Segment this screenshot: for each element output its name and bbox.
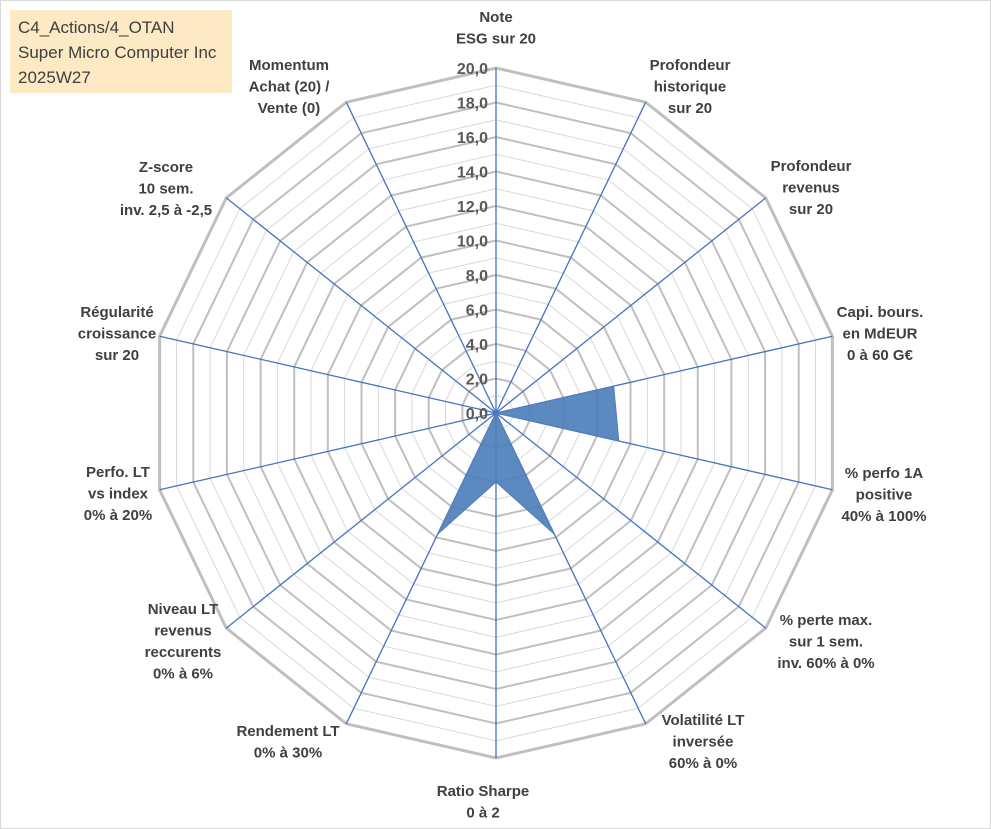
axis-label-line: vs index bbox=[88, 486, 149, 503]
series-polygon bbox=[437, 344, 620, 535]
axis-label: Niveau LT revenus reccurents 0% à 6% bbox=[145, 601, 222, 683]
axis-label-line: 0% à 20% bbox=[84, 507, 152, 524]
axis-label-line: % perte max. bbox=[780, 612, 873, 629]
tick-label: 6,0 bbox=[466, 303, 488, 320]
tick-label: 0,0 bbox=[466, 406, 488, 423]
axis-label: % perte max. sur 1 sem. inv. 60% à 0% bbox=[777, 612, 874, 672]
week-label: 2025W27 bbox=[18, 68, 91, 87]
axis-label-line: Momentum bbox=[249, 57, 329, 74]
axis-label-line: inv. 60% à 0% bbox=[777, 655, 874, 672]
axis-spoke bbox=[495, 197, 767, 414]
portfolio-name: C4_Actions/4_OTAN bbox=[18, 18, 175, 37]
chart-info-box: C4_Actions/4_OTAN Super Micro Computer I… bbox=[10, 10, 232, 93]
tick-label: 16,0 bbox=[457, 130, 488, 147]
axis-spoke bbox=[225, 197, 497, 414]
axis-label-line: sur 20 bbox=[668, 100, 712, 117]
axis-label-line: positive bbox=[856, 487, 913, 504]
axis-label-line: Volatilité LT bbox=[662, 712, 745, 729]
axis-label-line: Ratio Sharpe bbox=[437, 783, 530, 800]
axis-label-line: 0% à 30% bbox=[254, 745, 322, 762]
axis-spoke bbox=[159, 335, 497, 414]
axis-label-line: sur 20 bbox=[789, 201, 833, 218]
axis-labels: Note ESG sur 20 Profondeur historique sur 20… bbox=[78, 9, 927, 822]
axis-label-line: Capi. bours. bbox=[837, 304, 924, 321]
company-name: Super Micro Computer Inc bbox=[18, 43, 217, 62]
tick-label: 2,0 bbox=[466, 372, 488, 389]
axis-label-line: sur 20 bbox=[95, 347, 139, 364]
tick-label: 20,0 bbox=[457, 61, 488, 78]
axis-label: Momentum Achat (20) / Vente (0) bbox=[249, 57, 331, 117]
axis-label-line: 0 à 60 G€ bbox=[847, 347, 914, 364]
axis-label: Capi. bours. en MdEUR 0 à 60 G€ bbox=[837, 304, 924, 364]
axis-label-line: ESG sur 20 bbox=[456, 31, 536, 48]
axis-label-line: inv. 2,5 à -2,5 bbox=[120, 202, 212, 219]
axis-label: Volatilité LT inversée 60% à 0% bbox=[662, 712, 745, 772]
axis-label-line: 40% à 100% bbox=[841, 508, 926, 525]
tick-label: 10,0 bbox=[457, 234, 488, 251]
axis-label: Rendement LT 0% à 30% bbox=[236, 723, 339, 762]
axis-label: Perfo. LT vs index 0% à 20% bbox=[84, 464, 152, 524]
axis-spoke bbox=[495, 101, 647, 414]
axis-label-line: 0% à 6% bbox=[153, 666, 213, 683]
axis-label-line: revenus bbox=[154, 623, 212, 640]
axis-label-line: 60% à 0% bbox=[669, 755, 737, 772]
axis-label-line: en MdEUR bbox=[843, 326, 918, 343]
axis-label: Profondeur historique sur 20 bbox=[650, 57, 731, 117]
axis-label-line: Profondeur bbox=[771, 158, 852, 175]
axis-label-line: Régularité bbox=[80, 304, 153, 321]
axis-label: Profondeur revenus sur 20 bbox=[771, 158, 852, 218]
axis-label: Z-score 10 sem. inv. 2,5 à -2,5 bbox=[120, 159, 212, 219]
axis-label-line: 10 sem. bbox=[138, 181, 193, 198]
axis-label-line: sur 1 sem. bbox=[789, 634, 863, 651]
axis-label-line: croissance bbox=[78, 326, 156, 343]
axis-label-line: % perfo 1A bbox=[845, 465, 924, 482]
tick-label: 8,0 bbox=[466, 268, 488, 285]
radial-tick-labels: 0,0 2,0 4,0 6,0 8,0 10,0 12,0 14,0 16,0 18,0 20,0 bbox=[457, 61, 488, 423]
axis-label: Ratio Sharpe 0 à 2 bbox=[437, 783, 530, 822]
axis-label-line: Note bbox=[479, 9, 512, 26]
axis-label-line: reccurents bbox=[145, 644, 222, 661]
axis-label-line: Rendement LT bbox=[236, 723, 339, 740]
tick-label: 12,0 bbox=[457, 199, 488, 216]
axis-spoke bbox=[495, 412, 767, 629]
axis-label-line: Vente (0) bbox=[258, 100, 321, 117]
axis-label: % perfo 1A positive 40% à 100% bbox=[841, 465, 926, 525]
axis-label-line: Niveau LT bbox=[148, 601, 219, 618]
axis-label: Note ESG sur 20 bbox=[456, 9, 536, 48]
axis-label-line: Perfo. LT bbox=[86, 464, 150, 481]
axis-label-line: 0 à 2 bbox=[466, 805, 499, 822]
axis-label-line: historique bbox=[654, 79, 727, 96]
axis-label: Régularité croissance sur 20 bbox=[78, 304, 156, 364]
series-area bbox=[437, 344, 620, 535]
tick-label: 18,0 bbox=[457, 96, 488, 113]
axis-label-line: inversée bbox=[673, 734, 734, 751]
tick-label: 4,0 bbox=[466, 337, 488, 354]
axis-spoke bbox=[225, 412, 497, 629]
axis-spoke bbox=[159, 412, 497, 491]
axis-label-line: revenus bbox=[782, 180, 840, 197]
axis-label-line: Z-score bbox=[139, 159, 193, 176]
axis-label-line: Profondeur bbox=[650, 57, 731, 74]
tick-label: 14,0 bbox=[457, 165, 488, 182]
axis-label-line: Achat (20) / bbox=[249, 79, 331, 96]
